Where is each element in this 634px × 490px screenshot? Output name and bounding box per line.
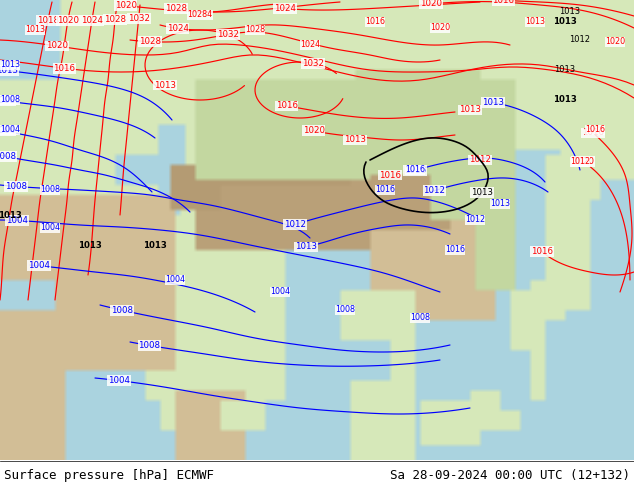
Text: 1016: 1016: [582, 128, 604, 137]
Text: 1013: 1013: [553, 96, 577, 104]
Text: 1028: 1028: [165, 4, 187, 13]
Text: 1013: 1013: [0, 60, 20, 70]
Text: 1008: 1008: [5, 182, 27, 191]
Text: 1008: 1008: [0, 152, 16, 161]
Text: 1004: 1004: [0, 126, 15, 135]
Text: 1016: 1016: [379, 171, 401, 179]
Text: 1013: 1013: [154, 80, 176, 90]
Text: 1016: 1016: [404, 166, 426, 175]
Text: 1016: 1016: [276, 101, 297, 110]
Text: 1008: 1008: [40, 186, 60, 195]
Text: 1008: 1008: [111, 306, 133, 315]
Text: 1024: 1024: [274, 4, 296, 13]
Text: 1012: 1012: [570, 157, 590, 167]
Text: 1004: 1004: [270, 288, 290, 296]
Text: Sa 28-09-2024 00:00 UTC (12+132): Sa 28-09-2024 00:00 UTC (12+132): [390, 468, 630, 482]
Text: 1024: 1024: [167, 24, 188, 33]
Text: 1013: 1013: [295, 243, 317, 251]
Text: 1016: 1016: [375, 186, 395, 195]
Text: 1016: 1016: [445, 245, 465, 254]
Text: 1013: 1013: [0, 211, 22, 220]
Text: 1020: 1020: [430, 24, 450, 32]
Text: 1004: 1004: [40, 223, 60, 232]
Text: 1012: 1012: [465, 216, 485, 224]
Text: 1016: 1016: [585, 125, 605, 134]
Text: 1013: 1013: [25, 25, 45, 34]
Text: 1004: 1004: [165, 275, 185, 285]
Text: 1016: 1016: [365, 18, 385, 26]
Text: 1012: 1012: [424, 186, 446, 195]
Text: 1013: 1013: [0, 66, 18, 75]
Text: 1013: 1013: [459, 105, 481, 115]
Text: 1024: 1024: [81, 16, 103, 25]
Text: 1018: 1018: [37, 16, 59, 25]
Text: 1013: 1013: [344, 136, 366, 145]
Text: 1012: 1012: [569, 35, 590, 45]
Text: 1020: 1020: [572, 157, 594, 166]
Text: 1016: 1016: [405, 166, 425, 174]
Text: 1020: 1020: [605, 38, 625, 47]
Text: 1028: 1028: [104, 15, 126, 24]
Text: 1013: 1013: [490, 199, 510, 209]
Text: 1013: 1013: [559, 7, 581, 17]
Text: 1013: 1013: [553, 18, 577, 26]
Text: 1020: 1020: [57, 16, 79, 25]
Text: 1016: 1016: [531, 247, 553, 256]
Text: 1012: 1012: [469, 155, 491, 165]
Text: Surface pressure [hPa] ECMWF: Surface pressure [hPa] ECMWF: [4, 468, 214, 482]
Text: 1024: 1024: [300, 41, 320, 49]
Text: 1008: 1008: [0, 96, 15, 105]
Text: 1028: 1028: [245, 25, 265, 34]
Text: 1016: 1016: [493, 0, 514, 5]
Text: 1004: 1004: [28, 261, 49, 270]
Text: 10284: 10284: [188, 10, 212, 20]
Text: 1013: 1013: [471, 188, 493, 197]
Text: 1004: 1004: [108, 376, 130, 385]
Text: 1020: 1020: [302, 126, 325, 135]
Text: 1013: 1013: [482, 98, 504, 107]
Text: 1013: 1013: [143, 241, 167, 249]
Text: 1012: 1012: [284, 220, 306, 229]
Text: 1008: 1008: [138, 341, 160, 350]
Text: 1008: 1008: [0, 96, 20, 104]
Text: 1020: 1020: [115, 1, 136, 10]
Text: 1004: 1004: [0, 125, 20, 134]
Text: 1008: 1008: [335, 305, 355, 315]
Text: 1013: 1013: [78, 241, 102, 249]
Text: 1008: 1008: [410, 314, 430, 322]
Text: 1013: 1013: [555, 66, 576, 74]
Text: 1013: 1013: [525, 18, 545, 26]
Text: 1004: 1004: [6, 216, 28, 225]
Text: 1032: 1032: [127, 14, 150, 23]
Text: 1020: 1020: [46, 42, 68, 50]
Text: 1016: 1016: [53, 64, 75, 73]
Text: 1020: 1020: [420, 0, 442, 8]
Text: 1032: 1032: [217, 30, 239, 39]
Text: 1028: 1028: [139, 37, 161, 46]
Text: 1032: 1032: [302, 59, 324, 68]
